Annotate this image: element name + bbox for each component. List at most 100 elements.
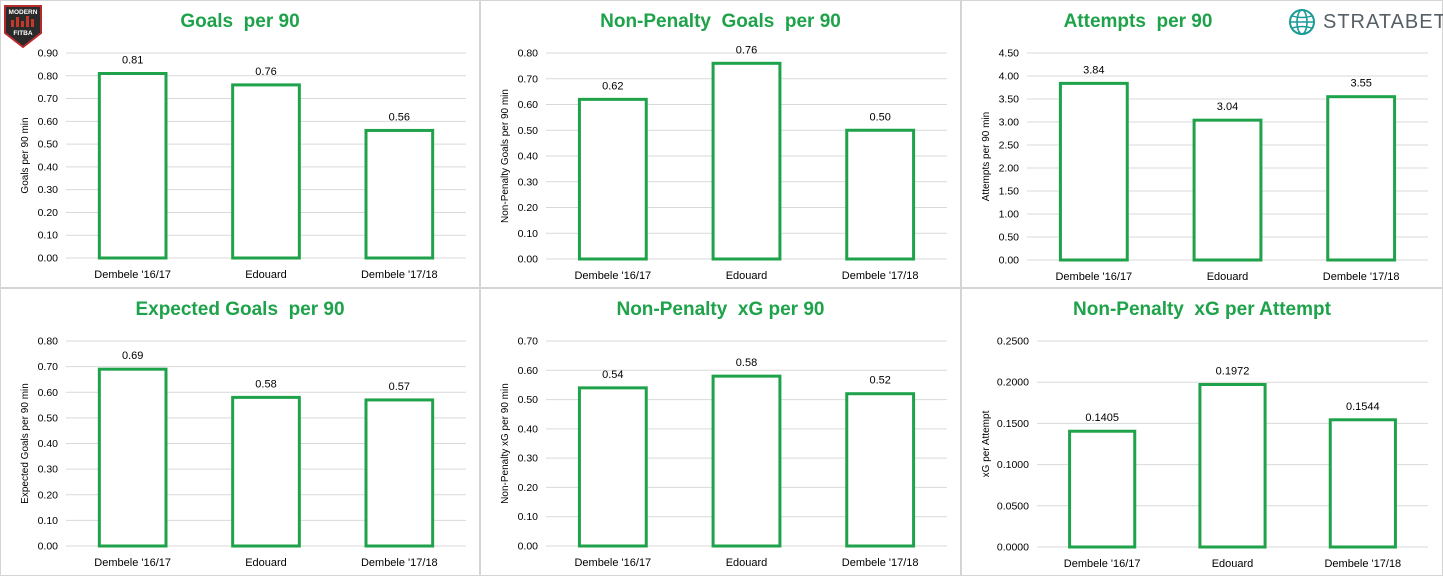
y-tick-label: 0.70 [518, 336, 539, 348]
chart-xg-per-90: 0.00 0.10 0.20 0.30 0.40 0.50 0.60 0.70 0.80 Expe… [20, 336, 466, 569]
y-tick-label: 0.20 [518, 482, 539, 494]
chart-goals-per-90: 0.00 0.10 0.20 0.30 0.40 0.50 0.60 0.70 0.80 0.90… [20, 48, 466, 281]
x-category-label: Dembele '17/18 [361, 269, 438, 281]
chart-title: Attempts per 90 [1063, 11, 1213, 32]
chart-title: Goals per 90 [180, 11, 300, 32]
data-label: 0.62 [602, 80, 623, 92]
bar [1328, 418, 1397, 549]
chart-panel-np-xg-per-attempt: Non-Penalty xG per Attempt 0.0000 0.0500 0… [961, 288, 1443, 576]
x-category-label: Edouard [726, 557, 768, 569]
data-label: 0.58 [736, 357, 757, 369]
y-tick-label: 0.80 [38, 336, 59, 348]
y-tick-label: 2.00 [999, 163, 1020, 175]
y-tick-label: 1.50 [999, 186, 1020, 198]
y-tick-label: 0.70 [38, 93, 59, 105]
bar [364, 128, 435, 260]
data-label: 0.58 [255, 378, 276, 390]
data-label: 3.55 [1350, 78, 1371, 90]
bar [97, 72, 168, 260]
x-category-label: Dembele '16/17 [1055, 271, 1132, 283]
globe-icon [1289, 9, 1315, 35]
y-tick-label: 0.40 [38, 438, 59, 450]
y-tick-label: 0.40 [518, 151, 539, 163]
y-tick-label: 0.00 [38, 541, 59, 553]
y-tick-label: 0.50 [38, 139, 59, 151]
y-tick-label: 3.00 [999, 117, 1020, 129]
y-tick-label: 0.0500 [997, 500, 1029, 512]
y-tick-label: 0.00 [38, 253, 59, 265]
x-category-label: Edouard [1212, 558, 1254, 570]
bar [97, 367, 168, 548]
y-tick-label: 0.30 [518, 176, 539, 188]
y-tick-label: 0.90 [38, 48, 59, 60]
y-tick-label: 0.30 [518, 453, 539, 465]
data-label: 0.69 [122, 350, 143, 362]
y-tick-label: 0.70 [518, 73, 539, 85]
data-label: 3.04 [1217, 101, 1238, 113]
y-tick-label: 0.60 [518, 365, 539, 377]
y-tick-label: 2.50 [999, 140, 1020, 152]
y-tick-label: 0.10 [38, 515, 59, 527]
y-axis-label: Goals per 90 min [20, 117, 31, 193]
chart-panel-np-xg-per-90: Non-Penalty xG per 90 0.00 0.10 0.20 0.30 0.… [480, 288, 961, 576]
y-axis-label: Expected Goals per 90 min [20, 383, 31, 504]
bar [711, 374, 782, 548]
chart-attempts-per-90: 0.00 0.50 1.00 1.50 2.00 2.50 3.00 3.50 4.00 4.50… [981, 48, 1428, 283]
y-tick-label: 0.30 [38, 464, 59, 476]
y-tick-label: 3.50 [999, 94, 1020, 106]
y-tick-label: 0.1500 [997, 418, 1029, 430]
chart-panel-xg-per-90: Expected Goals per 90 0.00 0.10 0.20 0.30 0.… [0, 288, 480, 576]
chart-panel-np-goals-per-90: Non-Penalty Goals per 90 0.00 0.10 0.20 0.3… [480, 0, 961, 288]
data-label: 0.57 [389, 381, 410, 393]
modern-fitba-logo: MODERN FITBA [4, 5, 42, 49]
bar [577, 97, 648, 261]
y-tick-label: 0.00 [518, 254, 539, 266]
bar [1198, 383, 1267, 549]
bar [1326, 95, 1397, 262]
y-tick-label: 0.2500 [997, 336, 1029, 348]
data-label: 0.1405 [1085, 412, 1119, 424]
stratabet-wordmark: STRATABET [1323, 10, 1443, 33]
bar [1192, 118, 1263, 262]
chart-title: Expected Goals per 90 [135, 299, 345, 320]
x-category-label: Edouard [245, 557, 287, 569]
y-tick-label: 0.50 [518, 125, 539, 137]
chart-np-goals-per-90: 0.00 0.10 0.20 0.30 0.40 0.50 0.60 0.70 0.80 Non-… [500, 44, 947, 282]
x-category-label: Edouard [726, 270, 768, 282]
y-tick-label: 0.60 [38, 387, 59, 399]
y-tick-label: 0.60 [38, 116, 59, 128]
bar [1068, 429, 1137, 549]
stratabet-logo: STRATABET [1287, 6, 1443, 38]
bar [845, 392, 916, 548]
chart-panel-goals-per-90: Goals per 90 0.00 0.10 0.20 0.30 0.40 0.50 0.6… [0, 0, 480, 288]
data-label: 0.76 [255, 66, 276, 78]
logo-text-bottom: FITBA [13, 30, 32, 37]
data-label: 0.50 [869, 111, 890, 123]
y-tick-label: 0.20 [38, 489, 59, 501]
y-axis-label: Non-Penalty Goals per 90 min [500, 89, 511, 223]
y-tick-label: 0.20 [518, 202, 539, 214]
data-label: 0.76 [736, 44, 757, 56]
y-tick-label: 0.40 [518, 423, 539, 435]
data-label: 0.52 [869, 375, 890, 387]
y-tick-label: 0.1000 [997, 459, 1029, 471]
y-tick-label: 0.00 [999, 255, 1020, 267]
y-axis-label: xG per Attempt [981, 410, 992, 477]
logo-text-top: MODERN [9, 9, 38, 16]
chart-title: Non-Penalty xG per 90 [616, 299, 825, 320]
data-label: 0.56 [389, 111, 410, 123]
x-category-label: Edouard [245, 269, 287, 281]
y-tick-label: 0.10 [518, 228, 539, 240]
chart-np-xg-per-attempt: 0.0000 0.0500 0.1000 0.1500 0.2000 0.2500 xG p… [981, 336, 1428, 570]
chart-title: Non-Penalty Goals per 90 [600, 11, 841, 32]
y-tick-label: 0.20 [38, 207, 59, 219]
y-tick-label: 0.80 [518, 48, 539, 60]
x-category-label: Dembele '16/17 [94, 269, 171, 281]
y-tick-label: 0.80 [38, 70, 59, 82]
x-category-label: Dembele '17/18 [1324, 558, 1401, 570]
data-label: 0.54 [602, 369, 623, 381]
y-tick-label: 0.2000 [997, 377, 1029, 389]
y-tick-label: 0.10 [518, 511, 539, 523]
y-tick-label: 0.50 [999, 232, 1020, 244]
y-tick-label: 0.40 [38, 161, 59, 173]
